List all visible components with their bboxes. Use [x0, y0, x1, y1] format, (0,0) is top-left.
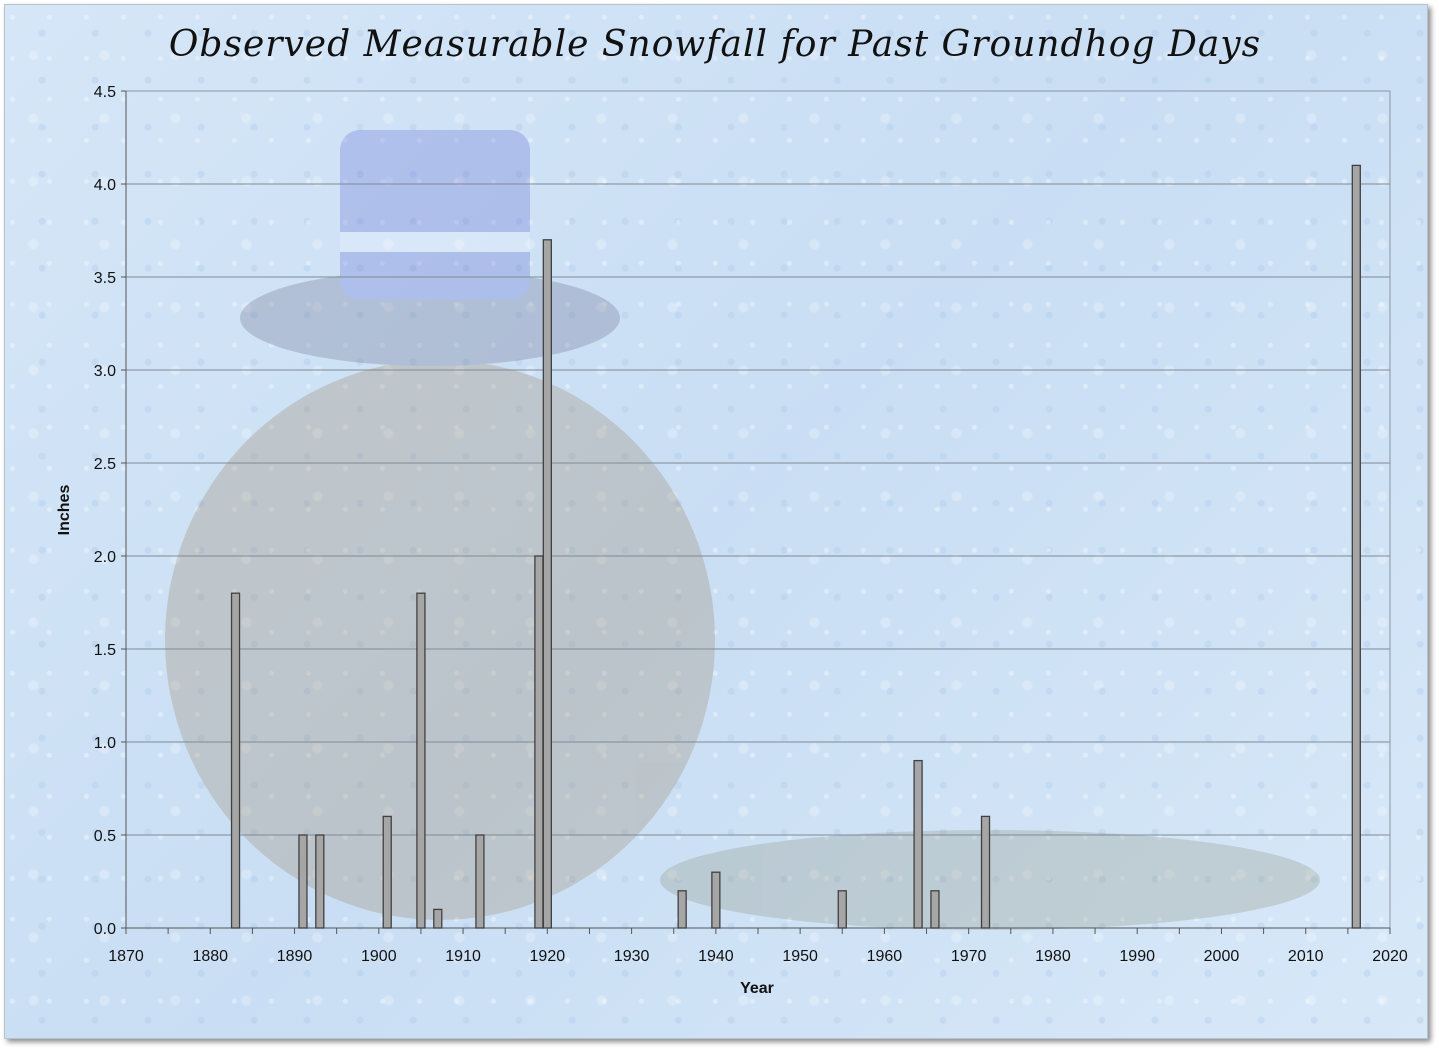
y-tick-label: 0.5 [94, 828, 116, 845]
bar-1964 [913, 759, 923, 929]
x-tick-label: 1930 [614, 948, 650, 965]
x-axis-label: Year [740, 980, 774, 997]
y-tick-label: 2.5 [94, 456, 116, 473]
bar-2016 [1351, 164, 1361, 929]
chart-title: Observed Measurable Snowfall for Past Gr… [169, 24, 1261, 65]
y-tick-label: 4.0 [94, 177, 116, 194]
bar-1891 [298, 834, 308, 929]
bar-1919 [534, 555, 544, 929]
x-tick-label: 1960 [867, 948, 903, 965]
y-tick-label: 1.0 [94, 735, 116, 752]
bar-1920 [542, 239, 552, 929]
x-tick-label: 1980 [1035, 948, 1071, 965]
chart-background [4, 4, 1428, 1039]
bar-1905 [416, 592, 426, 929]
bar-1883 [230, 592, 241, 929]
x-tick-label: 1890 [277, 948, 313, 965]
x-tick-label: 2000 [1204, 948, 1240, 965]
groundhog-watermark [165, 130, 1320, 930]
x-tick-label: 1870 [108, 948, 144, 965]
x-tick-label: 1880 [192, 948, 228, 965]
y-tick-label: 3.0 [94, 363, 116, 380]
y-axis-label: Inches [56, 485, 73, 536]
x-tick-label: 2010 [1288, 948, 1324, 965]
x-tick-label: 1950 [782, 948, 818, 965]
y-tick-label: 1.5 [94, 642, 116, 659]
bar-1940 [711, 871, 721, 929]
bar-1955 [837, 890, 847, 929]
bar-1893 [315, 834, 325, 929]
plot-area: 0.0 0.5 1.0 1.5 2.0 2.5 3.0 3.5 4.0 4.5 1870 1880 18… [94, 84, 1408, 965]
y-tick-label: 4.5 [94, 84, 116, 101]
x-tick-label: 2020 [1372, 948, 1408, 965]
y-tick-label: 3.5 [94, 270, 116, 287]
y-tick-label: 2.0 [94, 549, 116, 566]
x-tick-label: 1940 [698, 948, 734, 965]
x-tick-label: 1920 [530, 948, 566, 965]
bar-1912 [475, 834, 485, 929]
bar-1966 [930, 890, 940, 929]
y-tick-label: 0.0 [94, 921, 116, 938]
x-tick-label: 1990 [1119, 948, 1155, 965]
x-tick-label: 1970 [951, 948, 987, 965]
bar-1972 [980, 815, 991, 929]
x-tick-label: 1910 [445, 948, 481, 965]
x-tick-label: 1900 [361, 948, 397, 965]
bar-1936 [677, 890, 687, 929]
bar-1907 [433, 908, 443, 929]
bar-1901 [382, 815, 392, 929]
